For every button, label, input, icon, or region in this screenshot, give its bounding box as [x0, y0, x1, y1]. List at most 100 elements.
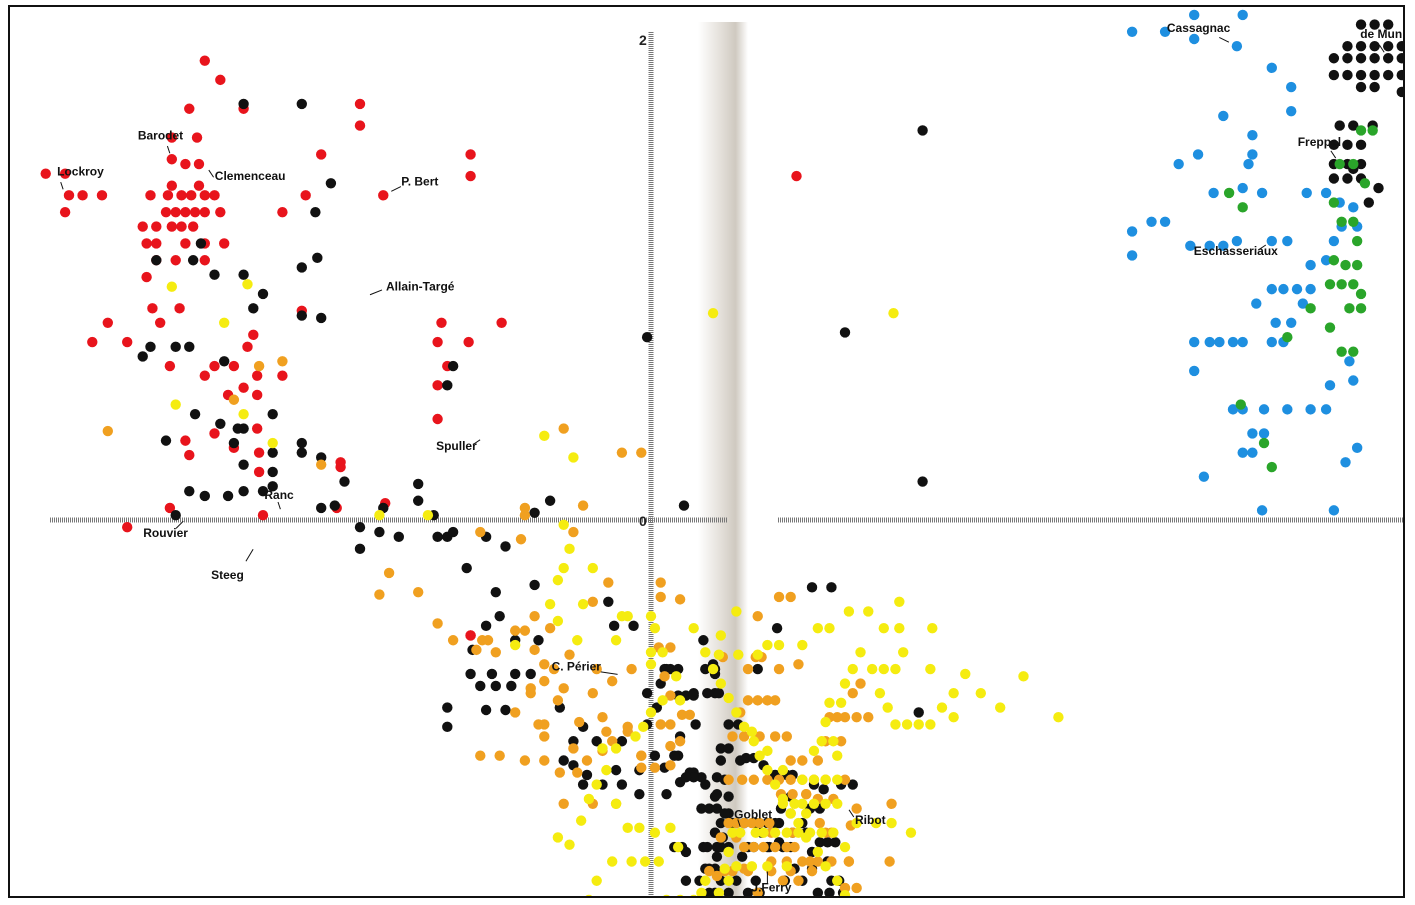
data-point-yellow — [558, 519, 569, 531]
data-point-blue — [1351, 442, 1363, 454]
data-point-orange — [832, 712, 843, 723]
data-point-black — [824, 887, 835, 896]
data-point-yellow — [894, 623, 905, 634]
data-point-yellow — [777, 793, 789, 805]
data-point-green — [1359, 178, 1371, 189]
data-point-green — [1336, 279, 1347, 290]
annotation-label: Cassagnac — [1167, 21, 1231, 35]
data-point-yellow — [898, 647, 909, 658]
data-point-black — [160, 435, 172, 446]
data-point-black — [678, 500, 690, 511]
data-point-red — [174, 303, 185, 314]
data-point-orange — [847, 687, 858, 699]
data-point-black — [500, 541, 511, 552]
data-point-yellow — [785, 808, 796, 819]
data-point-red — [277, 206, 288, 218]
data-point-yellow — [925, 719, 936, 730]
data-point-yellow — [601, 764, 612, 776]
data-point-black — [486, 668, 498, 680]
tick-label: 2 — [639, 32, 647, 48]
data-point-green — [1355, 125, 1367, 136]
data-point-black — [296, 98, 307, 110]
data-point-orange — [769, 695, 781, 706]
data-point-black — [354, 543, 366, 555]
data-point-black — [151, 255, 162, 266]
data-point-black — [723, 743, 734, 754]
data-point-yellow — [575, 815, 587, 826]
data-point-black — [525, 668, 536, 680]
data-point-black — [1348, 120, 1359, 131]
data-point-black — [310, 206, 321, 218]
data-point-blue — [1305, 259, 1316, 271]
data-point-orange — [316, 459, 327, 470]
data-point-black — [1342, 53, 1353, 64]
data-point-orange — [738, 841, 750, 853]
data-point-yellow — [762, 764, 773, 776]
data-point-orange — [603, 577, 614, 588]
annotation-leader — [1258, 244, 1267, 251]
data-point-orange — [769, 841, 781, 853]
data-point-yellow — [762, 639, 773, 651]
data-point-red — [463, 336, 474, 348]
data-point-yellow — [824, 697, 835, 708]
data-point-black — [413, 495, 424, 506]
data-point-yellow — [936, 702, 948, 713]
data-point-red — [170, 255, 181, 266]
data-point-red — [277, 370, 288, 381]
data-point-orange — [519, 755, 531, 766]
data-point-yellow — [870, 817, 882, 829]
data-point-yellow — [746, 861, 758, 872]
data-point-black — [1383, 19, 1394, 30]
data-point-orange — [558, 423, 569, 434]
annotation-leader — [166, 145, 171, 154]
data-point-red — [141, 271, 152, 283]
data-point-black — [806, 582, 818, 593]
data-point-black — [688, 690, 699, 701]
data-point-yellow — [762, 861, 773, 872]
data-point-black — [447, 526, 459, 538]
data-point-blue — [1189, 336, 1200, 348]
data-point-orange — [519, 625, 531, 636]
data-point-black — [742, 887, 754, 896]
annotation-leader — [1378, 44, 1385, 53]
data-point-black — [1383, 69, 1394, 81]
data-point-yellow — [777, 764, 789, 776]
data-point-red — [465, 630, 476, 641]
data-point-orange — [494, 750, 505, 761]
data-point-red — [496, 317, 507, 328]
data-point-black — [696, 803, 707, 814]
data-point-blue — [1159, 216, 1171, 227]
data-point-yellow — [797, 798, 808, 809]
data-point-yellow — [591, 779, 602, 790]
data-point-red — [316, 149, 327, 160]
data-point-black — [1396, 53, 1403, 64]
data-point-orange — [572, 767, 583, 778]
data-point-orange — [475, 750, 486, 761]
data-point-orange — [413, 586, 424, 598]
data-point-red — [251, 389, 263, 401]
data-point-yellow — [688, 623, 699, 634]
data-point-yellow — [610, 635, 622, 646]
data-point-yellow — [948, 687, 959, 699]
data-point-orange — [490, 647, 501, 658]
data-point-blue — [1227, 404, 1239, 415]
data-point-yellow — [754, 750, 765, 761]
data-point-orange — [781, 731, 792, 742]
data-point-yellow — [700, 647, 711, 658]
data-point-black — [145, 341, 156, 353]
annotation-leader — [369, 289, 383, 296]
data-point-blue — [1247, 447, 1258, 458]
data-point-black — [490, 680, 501, 692]
data-point-orange — [851, 712, 862, 723]
data-point-orange — [676, 709, 688, 721]
data-point-orange — [742, 663, 754, 675]
data-point-yellow — [713, 887, 725, 896]
data-point-yellow — [645, 611, 657, 622]
data-point-red — [186, 190, 197, 201]
data-point-yellow — [797, 639, 808, 651]
data-point-black — [735, 755, 746, 766]
data-point-blue — [1256, 505, 1268, 516]
annotation-leader — [60, 181, 64, 190]
data-point-black — [581, 769, 593, 781]
data-point-green — [1348, 158, 1359, 170]
